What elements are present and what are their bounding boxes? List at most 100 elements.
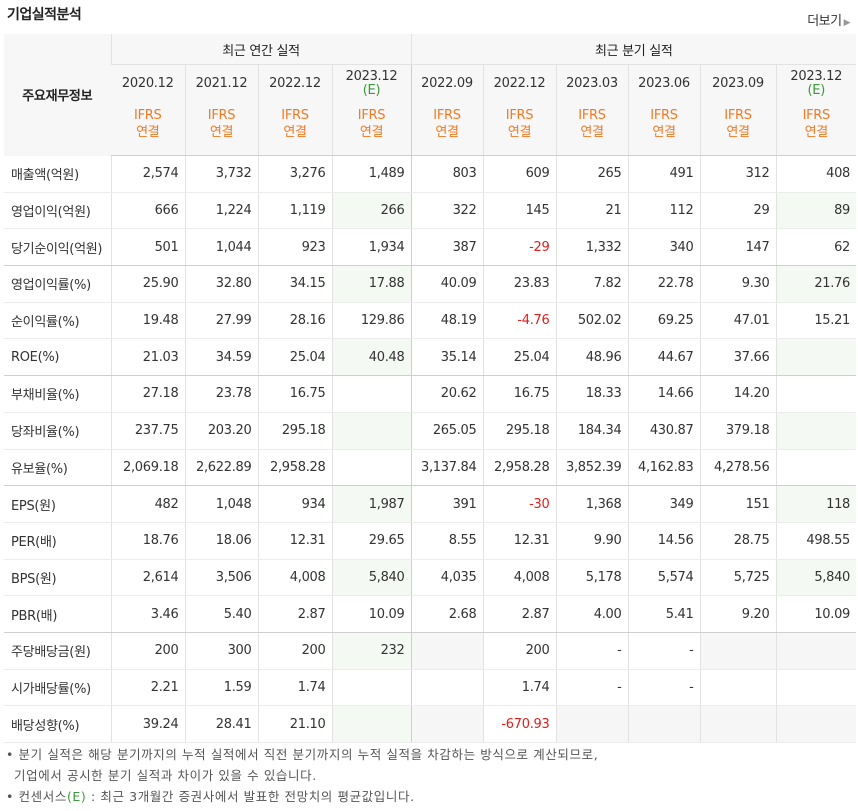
value-cell: 1,119 bbox=[257, 192, 332, 230]
value-cell: 15.21 bbox=[775, 302, 857, 340]
ifrs-badge: IFRS 연결 bbox=[555, 101, 628, 156]
date-label: 2023.12 bbox=[790, 68, 843, 84]
table-row: 당좌비율(%) 237.75 203.20 295.18 265.05 295.18 184… bbox=[4, 412, 857, 450]
value-cell: 322 bbox=[410, 192, 483, 230]
value-cell: 1,044 bbox=[184, 228, 258, 267]
ifrs-badge: IFRS 연결 bbox=[111, 101, 185, 156]
value-cell: 129.86 bbox=[331, 302, 411, 340]
value-cell: 2.68 bbox=[410, 595, 483, 633]
value-cell: 7.82 bbox=[555, 265, 628, 303]
table-row: ROE(%) 21.03 34.59 25.04 40.48 35.14 25.04 48.9… bbox=[4, 338, 857, 377]
header-quarter-group: 최근 분기 실적 bbox=[410, 34, 857, 65]
table-row: 당기순이익(억원) 501 1,044 923 1,934 387 -29 1,332 340 1… bbox=[4, 228, 857, 267]
row-label: 부채비율(%) bbox=[4, 375, 111, 413]
table-row: 순이익률(%) 19.48 27.99 28.16 129.86 48.19 -4.76 50… bbox=[4, 302, 857, 340]
value-cell: 1,224 bbox=[184, 192, 258, 230]
value-cell bbox=[331, 669, 411, 707]
value-cell: 48.96 bbox=[555, 338, 628, 377]
header-main-label: 주요재무정보 bbox=[4, 34, 111, 156]
value-cell: 9.90 bbox=[555, 522, 628, 560]
date-label: 2023.06 bbox=[638, 75, 690, 91]
value-cell: 609 bbox=[482, 155, 556, 193]
table-row: 매출액(억원) 2,574 3,732 3,276 1,489 803 609 265 491 3… bbox=[4, 155, 857, 193]
date-label: 2021.12 bbox=[195, 75, 248, 91]
footnote-1-cont: 기업에서 공시한 분기 실적과 차이가 있을 수 있습니다. bbox=[14, 768, 317, 783]
value-cell: 266 bbox=[331, 192, 411, 230]
value-cell: 39.24 bbox=[110, 705, 185, 743]
ifrs-badge: IFRS 연결 bbox=[184, 101, 258, 156]
estimate-mark: (E) bbox=[807, 82, 826, 98]
ifrs-text: 연결 bbox=[652, 125, 676, 140]
value-cell: 1,489 bbox=[331, 155, 411, 193]
value-cell: 5,840 bbox=[775, 559, 857, 597]
value-cell: 498.55 bbox=[775, 522, 857, 560]
table-row: PER(배) 18.76 18.06 12.31 29.65 8.55 12.31 9.90 1… bbox=[4, 522, 857, 560]
row-label: EPS(원) bbox=[4, 485, 111, 523]
table-row: 주당배당금(원) 200 300 200 232 200- - bbox=[4, 632, 857, 670]
value-cell: 17.88 bbox=[331, 265, 411, 303]
value-cell bbox=[331, 449, 411, 487]
ifrs-text: IFRS bbox=[433, 108, 461, 123]
value-cell: 3,852.39 bbox=[555, 449, 628, 487]
value-cell: 295.18 bbox=[482, 412, 556, 450]
value-cell: 28.16 bbox=[257, 302, 332, 340]
date-label: 2022.09 bbox=[421, 75, 473, 91]
value-cell: 2.21 bbox=[110, 669, 185, 707]
value-cell bbox=[775, 669, 857, 707]
value-cell: 69.25 bbox=[627, 302, 700, 340]
value-cell: 21 bbox=[555, 192, 628, 230]
value-cell: 48.19 bbox=[410, 302, 483, 340]
ifrs-text: 연결 bbox=[435, 125, 459, 140]
table-row: BPS(원) 2,614 3,506 4,008 5,840 4,035 4,008 5,17… bbox=[4, 559, 857, 597]
value-cell: 1,048 bbox=[184, 485, 258, 523]
value-cell: 1,368 bbox=[555, 485, 628, 523]
ifrs-text: IFRS bbox=[505, 108, 534, 123]
value-cell: 491 bbox=[627, 155, 700, 193]
value-cell: 2,574 bbox=[110, 155, 185, 193]
value-cell: 3.46 bbox=[110, 595, 185, 633]
ifrs-text: 연결 bbox=[507, 125, 532, 140]
value-cell: 2,069.18 bbox=[110, 449, 185, 487]
column-header-date: 2022.12 bbox=[257, 64, 332, 101]
value-cell: 8.55 bbox=[410, 522, 483, 560]
value-cell: 34.15 bbox=[257, 265, 332, 303]
value-cell: 25.90 bbox=[110, 265, 185, 303]
ifrs-badge: IFRS 연결 bbox=[331, 101, 411, 156]
value-cell bbox=[410, 669, 483, 707]
ifrs-text: 연결 bbox=[580, 125, 604, 140]
value-cell: 9.20 bbox=[699, 595, 776, 633]
value-cell bbox=[699, 669, 776, 707]
value-cell: 19.48 bbox=[110, 302, 185, 340]
value-cell bbox=[699, 705, 776, 743]
footnote-1: • 분기 실적은 해당 분기까지의 누적 실적에서 직전 분기까지의 누적 실적… bbox=[6, 747, 599, 762]
row-label: 유보율(%) bbox=[4, 449, 111, 487]
column-header-date: 2023.09 bbox=[699, 64, 776, 101]
value-cell: 5,574 bbox=[627, 559, 700, 597]
more-link[interactable]: 더보기 ▶ bbox=[807, 10, 850, 29]
ifrs-text: IFRS bbox=[357, 108, 386, 123]
row-label: 영업이익(억원) bbox=[4, 192, 111, 230]
table-row: 유보율(%) 2,069.18 2,622.89 2,958.28 3,137.84 2,… bbox=[4, 449, 857, 487]
value-cell: 5.40 bbox=[184, 595, 258, 633]
value-cell: 12.31 bbox=[257, 522, 332, 560]
value-cell: 3,506 bbox=[184, 559, 258, 597]
more-label: 더보기 bbox=[807, 14, 842, 29]
value-cell: -29 bbox=[482, 228, 556, 267]
value-cell: 340 bbox=[627, 228, 700, 267]
value-cell: 4.00 bbox=[555, 595, 628, 633]
value-cell: 200 bbox=[110, 632, 185, 670]
value-cell: 4,035 bbox=[410, 559, 483, 597]
value-cell bbox=[331, 412, 411, 450]
ifrs-text: IFRS bbox=[578, 108, 606, 123]
ifrs-text: 연결 bbox=[804, 125, 829, 140]
ifrs-badge: IFRS 연결 bbox=[482, 101, 556, 156]
ifrs-text: 연결 bbox=[359, 125, 384, 140]
row-label: 매출액(억원) bbox=[4, 155, 111, 193]
value-cell: 23.83 bbox=[482, 265, 556, 303]
value-cell: 803 bbox=[410, 155, 483, 193]
ifrs-text: 연결 bbox=[209, 125, 234, 140]
date-label: 2023.12 bbox=[345, 68, 398, 84]
row-label: 당기순이익(억원) bbox=[4, 228, 111, 267]
value-cell: 502.02 bbox=[555, 302, 628, 340]
value-cell: 1,332 bbox=[555, 228, 628, 267]
